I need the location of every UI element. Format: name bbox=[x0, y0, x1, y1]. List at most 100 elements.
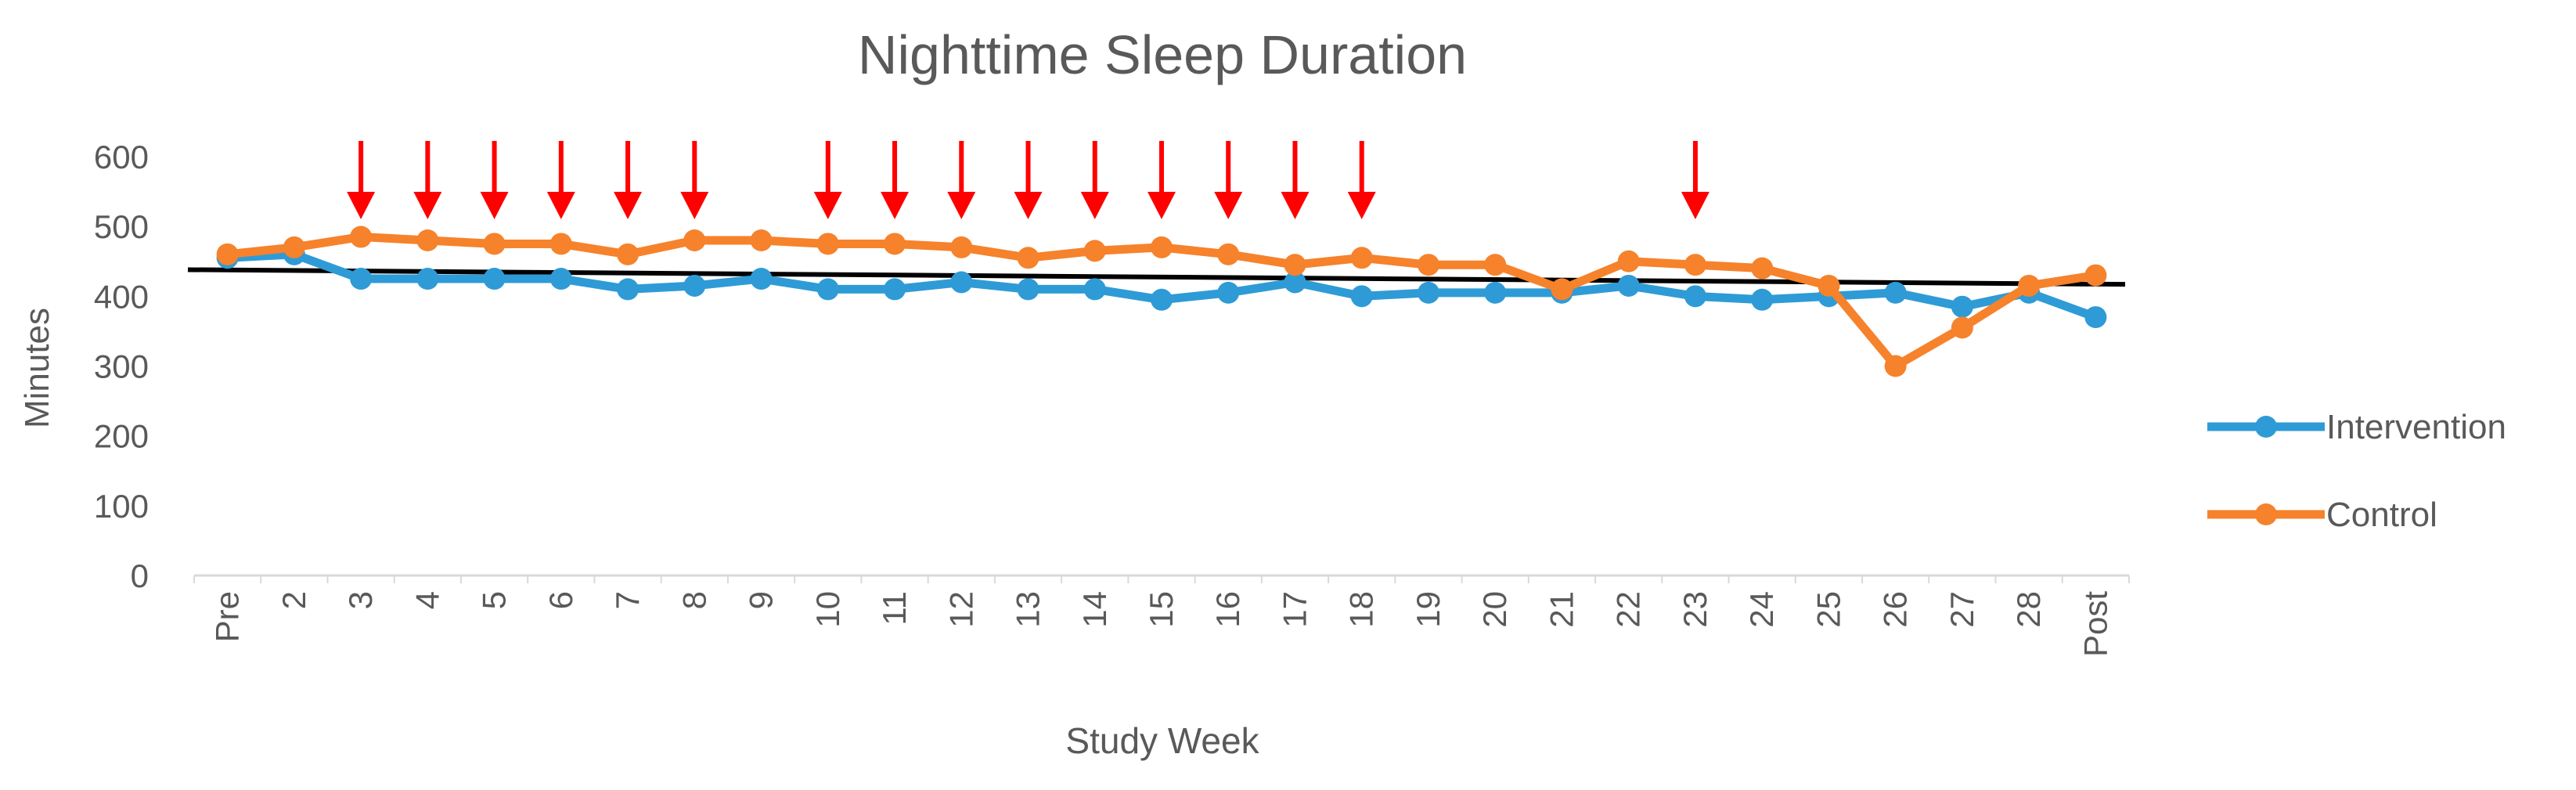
data-point bbox=[1350, 285, 1373, 308]
arrow-head bbox=[1281, 192, 1310, 219]
data-point bbox=[549, 233, 572, 255]
data-point bbox=[1284, 271, 1306, 294]
y-tick-label: 500 bbox=[94, 208, 149, 245]
data-point bbox=[1217, 243, 1240, 265]
legend-item-intervention: Intervention bbox=[2207, 408, 2506, 446]
series-intervention bbox=[216, 243, 2107, 329]
arrow-head bbox=[947, 192, 976, 219]
data-point bbox=[1083, 278, 1106, 301]
x-tick-label: 17 bbox=[1276, 591, 1313, 628]
data-point bbox=[350, 268, 373, 290]
arrow-icon bbox=[680, 141, 709, 219]
x-tick-label: 5 bbox=[476, 591, 513, 609]
data-point bbox=[617, 278, 639, 301]
x-tick-label: 15 bbox=[1143, 591, 1180, 628]
data-point bbox=[1551, 278, 1573, 301]
arrow-icon bbox=[1147, 141, 1176, 219]
data-point bbox=[483, 268, 506, 290]
data-point bbox=[1017, 247, 1039, 269]
arrow-head bbox=[546, 192, 575, 219]
x-tick-label: 8 bbox=[676, 591, 712, 609]
legend-marker bbox=[2255, 416, 2277, 438]
arrow-head bbox=[881, 192, 910, 219]
arrow-head bbox=[1681, 192, 1710, 219]
arrow-icon bbox=[546, 141, 575, 219]
arrow-head bbox=[680, 192, 709, 219]
arrow-head bbox=[813, 192, 842, 219]
x-tick-label: 12 bbox=[942, 591, 979, 628]
data-point bbox=[416, 229, 439, 251]
data-point bbox=[950, 271, 973, 294]
arrow-head bbox=[347, 192, 376, 219]
data-point bbox=[1151, 236, 1173, 258]
x-tick-label: Pre bbox=[209, 591, 246, 642]
data-point bbox=[350, 225, 373, 248]
data-point bbox=[1617, 274, 1640, 297]
data-point bbox=[1017, 278, 1039, 301]
x-tick-label: 28 bbox=[2010, 591, 2047, 628]
data-point bbox=[416, 268, 439, 290]
data-point bbox=[1417, 281, 1439, 304]
data-point bbox=[1217, 281, 1240, 304]
arrow-head bbox=[1014, 192, 1043, 219]
data-point bbox=[884, 278, 906, 301]
data-point bbox=[2018, 274, 2041, 297]
arrow-head bbox=[480, 192, 509, 219]
x-tick-label: 18 bbox=[1343, 591, 1380, 628]
x-tick-label: 10 bbox=[809, 591, 846, 628]
data-point bbox=[1751, 288, 1774, 311]
data-point bbox=[1284, 254, 1306, 276]
x-tick-label: 13 bbox=[1010, 591, 1047, 628]
arrow-head bbox=[1147, 192, 1176, 219]
arrow-head bbox=[1080, 192, 1109, 219]
data-point bbox=[750, 229, 773, 251]
x-axis-label: Study Week bbox=[1065, 720, 1259, 761]
arrow-icon bbox=[813, 141, 842, 219]
y-tick-label: 100 bbox=[94, 488, 149, 525]
x-tick-label: 23 bbox=[1677, 591, 1713, 628]
x-tick-label: Post bbox=[2077, 591, 2113, 657]
data-point bbox=[216, 243, 239, 265]
x-tick-label: 6 bbox=[542, 591, 579, 609]
data-point bbox=[683, 274, 706, 297]
x-tick-label: 22 bbox=[1610, 591, 1647, 628]
x-tick-label: 20 bbox=[1476, 591, 1513, 628]
series-layer bbox=[216, 225, 2107, 377]
arrow-icon bbox=[1214, 141, 1243, 219]
data-point bbox=[816, 278, 839, 301]
x-tick-label: 7 bbox=[609, 591, 646, 609]
x-tick-label: 9 bbox=[743, 591, 780, 609]
data-point bbox=[283, 236, 305, 258]
y-tick-label: 400 bbox=[94, 278, 149, 315]
data-point bbox=[1751, 257, 1774, 280]
x-tick-label: 27 bbox=[1944, 591, 1980, 628]
data-point bbox=[1484, 254, 1507, 276]
data-point bbox=[884, 233, 906, 255]
x-tick-label: 4 bbox=[409, 591, 445, 609]
y-tick-label: 200 bbox=[94, 418, 149, 455]
arrow-icon bbox=[413, 141, 442, 219]
x-tick-label: 2 bbox=[276, 591, 312, 609]
data-point bbox=[1884, 355, 1907, 377]
data-point bbox=[1151, 288, 1173, 311]
data-point bbox=[950, 236, 973, 258]
arrow-icon bbox=[1080, 141, 1109, 219]
y-tick-label: 600 bbox=[94, 139, 149, 175]
data-point bbox=[816, 233, 839, 255]
arrow-icon bbox=[947, 141, 976, 219]
x-tick-label: 19 bbox=[1410, 591, 1447, 628]
arrow-icon bbox=[347, 141, 376, 219]
arrow-head bbox=[413, 192, 442, 219]
arrow-head bbox=[614, 192, 643, 219]
x-tick-label: 21 bbox=[1543, 591, 1580, 628]
data-point bbox=[1417, 254, 1439, 276]
data-point bbox=[549, 268, 572, 290]
data-point bbox=[1617, 250, 1640, 272]
data-point bbox=[1951, 295, 1973, 318]
data-point bbox=[1884, 281, 1907, 304]
arrow-icon bbox=[1681, 141, 1710, 219]
arrow-icon bbox=[1347, 141, 1376, 219]
